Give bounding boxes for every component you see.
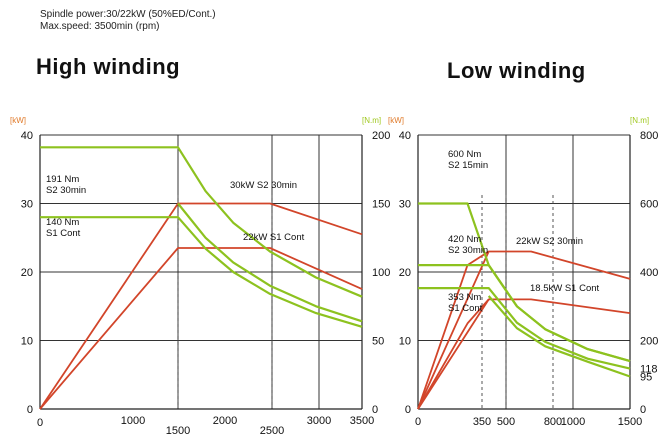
chart-1-grid bbox=[417, 134, 631, 410]
curve-label: S2 15min bbox=[448, 160, 488, 171]
unit-right-label: [N.m] bbox=[362, 116, 381, 125]
y-left-tick-label: 0 bbox=[405, 404, 411, 416]
y-left-tick-label: 20 bbox=[399, 267, 411, 279]
curve-label: 420 Nm bbox=[448, 234, 481, 245]
low-winding-title: Low winding bbox=[447, 58, 586, 83]
curve-label: S1 Cont bbox=[46, 228, 81, 239]
y-left-tick-label: 30 bbox=[399, 199, 411, 211]
x-tick-label: 3500 bbox=[350, 415, 374, 427]
y-right-tick-label: 118 bbox=[640, 364, 658, 376]
x-tick-label: 1500 bbox=[618, 416, 642, 428]
curve-label: 191 Nm bbox=[46, 174, 79, 185]
curve-label: S1 Cont bbox=[448, 303, 483, 314]
unit-left-label: [kW] bbox=[388, 116, 404, 125]
chart-0-power-curve-0 bbox=[39, 202, 363, 410]
high-winding-title: High winding bbox=[36, 54, 181, 79]
curve-label: 22kW S1 Cont bbox=[243, 232, 305, 243]
y-right-tick-label: 0 bbox=[640, 404, 646, 416]
chart-0-grid bbox=[39, 134, 363, 410]
y-right-tick-label: 95 bbox=[640, 371, 652, 383]
max-speed-spec: Max.speed: 3500min (rpm) bbox=[40, 21, 160, 32]
x-tick-label: 800 bbox=[544, 416, 562, 428]
y-left-tick-label: 30 bbox=[21, 199, 33, 211]
y-left-tick-label: 10 bbox=[21, 336, 33, 348]
y-right-tick-label: 200 bbox=[640, 336, 658, 348]
x-tick-label: 0 bbox=[415, 416, 421, 428]
y-left-tick-label: 40 bbox=[399, 130, 411, 142]
chart-1-power-curve-0 bbox=[417, 250, 631, 410]
curve-label: 140 Nm bbox=[46, 217, 79, 228]
y-right-tick-label: 100 bbox=[372, 267, 390, 279]
y-right-tick-label: 0 bbox=[372, 404, 378, 416]
y-left-tick-label: 10 bbox=[399, 336, 411, 348]
y-right-tick-label: 600 bbox=[640, 199, 658, 211]
chart-1-torque-curve-5 bbox=[418, 264, 631, 363]
chart-0-power-curve-1 bbox=[39, 247, 363, 410]
y-right-tick-label: 400 bbox=[640, 267, 658, 279]
chart-1-power-curve-3 bbox=[417, 298, 490, 410]
curve-label: 30kW S2 30min bbox=[230, 180, 297, 191]
x-tick-label: 350 bbox=[473, 416, 491, 428]
x-tick-label: 0 bbox=[37, 417, 43, 429]
x-tick-label: 1500 bbox=[166, 425, 190, 437]
unit-right-label: [N.m] bbox=[630, 116, 649, 125]
x-tick-label: 2500 bbox=[260, 425, 284, 437]
chart-0-torque-curve-2 bbox=[40, 146, 363, 298]
unit-left-label: [kW] bbox=[10, 116, 26, 125]
x-tick-label: 500 bbox=[497, 416, 515, 428]
curve-label: 18.5kW S1 Cont bbox=[530, 283, 600, 294]
curve-label: 600 Nm bbox=[448, 149, 481, 160]
y-right-tick-label: 150 bbox=[372, 199, 390, 211]
curve-label: 22kW S2 30min bbox=[516, 236, 583, 247]
spindle-power-spec: Spindle power:30/22kW (50%ED/Cont.) bbox=[40, 9, 216, 20]
y-right-tick-label: 800 bbox=[640, 130, 658, 142]
y-right-tick-label: 200 bbox=[372, 130, 390, 142]
x-tick-label: 3000 bbox=[307, 415, 331, 427]
y-left-tick-label: 20 bbox=[21, 267, 33, 279]
chart-0-torque-curve-4 bbox=[177, 202, 363, 323]
x-tick-label: 1000 bbox=[561, 416, 585, 428]
chart-1-power-curve-1 bbox=[417, 298, 631, 410]
x-tick-label: 2000 bbox=[213, 415, 237, 427]
y-left-tick-label: 0 bbox=[27, 404, 33, 416]
chart-0-torque-curve-3 bbox=[40, 216, 363, 328]
curve-label: S2 30min bbox=[46, 185, 86, 196]
y-left-tick-label: 40 bbox=[21, 130, 33, 142]
y-right-tick-label: 50 bbox=[372, 336, 384, 348]
chart-1-torque-curve-7 bbox=[487, 295, 631, 378]
x-tick-label: 1000 bbox=[121, 415, 145, 427]
curve-label: S2 30min bbox=[448, 245, 488, 256]
curve-label: 353 Nm bbox=[448, 292, 481, 303]
chart-1-torque-curve-6 bbox=[418, 287, 631, 370]
